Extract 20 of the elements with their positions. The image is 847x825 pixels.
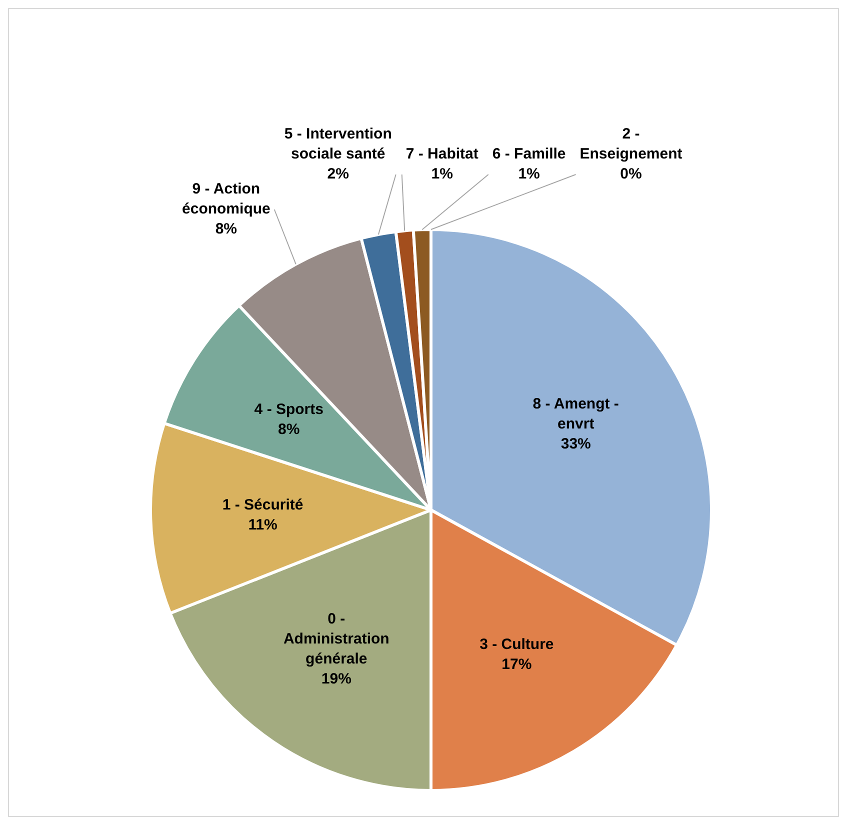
slice-label: 8 - Amengt - envrt	[532, 395, 619, 432]
category-label: 2 - Enseignement	[580, 126, 682, 163]
data-label: 33%	[560, 435, 591, 452]
data-label: 2%	[327, 166, 349, 183]
data-label: 1%	[431, 166, 453, 183]
slice-label: 9 - Action économique	[182, 180, 270, 218]
data-label: 11%	[248, 516, 278, 534]
slice-label: 0 - Administration générale	[283, 610, 390, 668]
data-label: 8%	[278, 420, 300, 438]
data-label: 17%	[502, 656, 532, 674]
slice-label: 4 - Sports	[254, 400, 324, 418]
slice-label: 5 - Intervention sociale santé	[284, 126, 392, 163]
slice-label: 1 - Sécurité	[222, 496, 304, 514]
data-label: 1%	[518, 166, 540, 183]
slice-label: 3 - Culture	[480, 636, 554, 654]
slice-label: 6 - Famille	[492, 146, 566, 163]
text: 0%	[620, 166, 642, 183]
data-label: 19%	[321, 670, 352, 688]
data-label: 8%	[215, 220, 238, 238]
slice-label: 7 - Habitat	[406, 146, 478, 163]
